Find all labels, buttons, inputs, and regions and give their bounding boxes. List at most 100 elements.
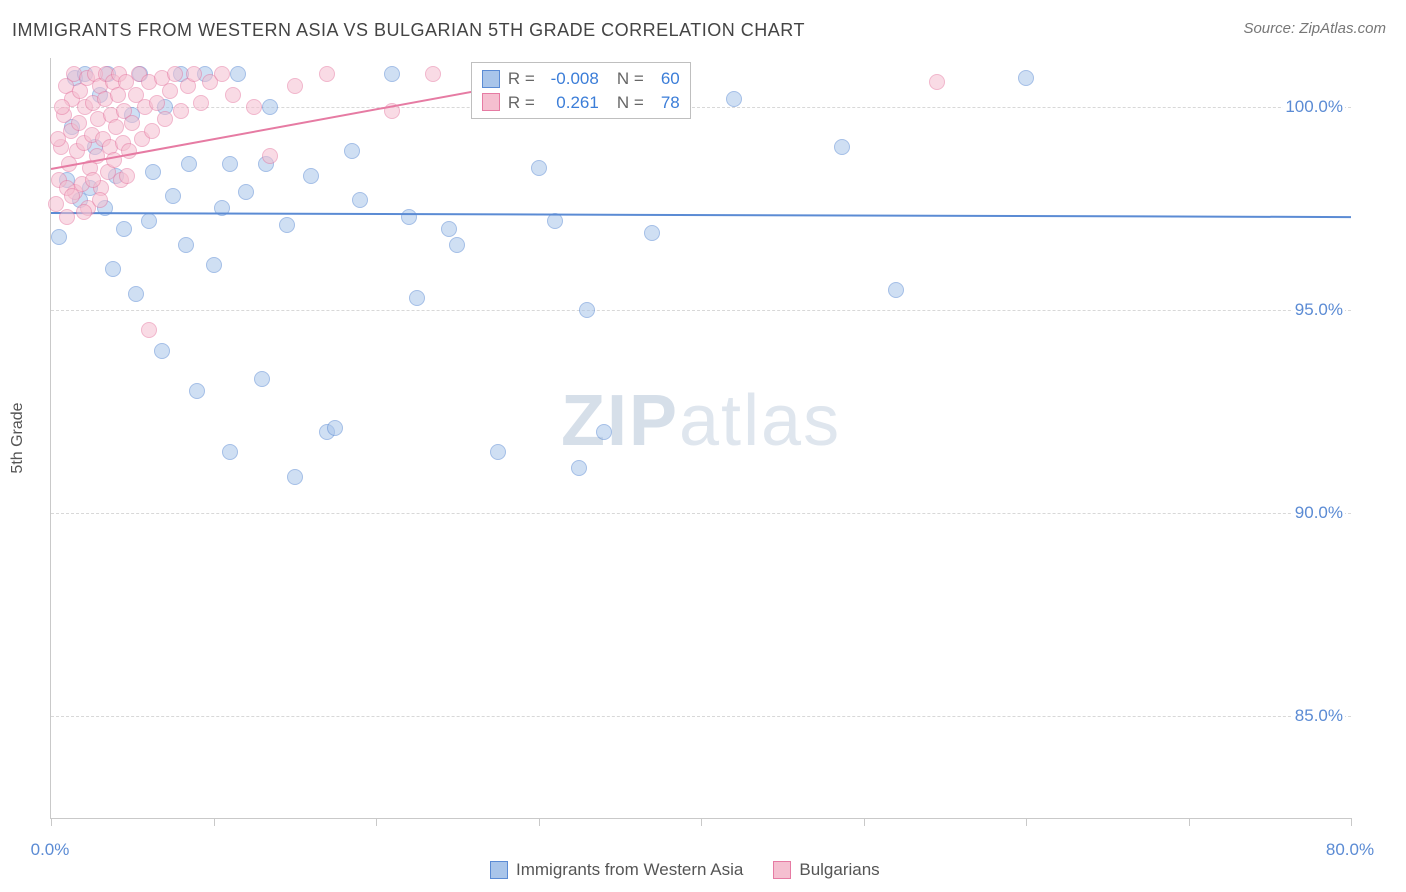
data-point (141, 322, 157, 338)
data-point (409, 290, 425, 306)
data-point (214, 66, 230, 82)
watermark-zip: ZIP (561, 381, 679, 461)
data-point (579, 302, 595, 318)
legend-N-value: 78 (652, 91, 680, 115)
data-point (189, 383, 205, 399)
data-point (834, 139, 850, 155)
trend-line (51, 212, 1351, 218)
data-point (401, 209, 417, 225)
data-point (193, 95, 209, 111)
data-point (929, 74, 945, 90)
legend-N-label: N = (617, 91, 644, 115)
data-point (238, 184, 254, 200)
legend-N-label: N = (617, 67, 644, 91)
y-tick-label: 95.0% (1293, 300, 1345, 320)
data-point (173, 103, 189, 119)
data-point (162, 83, 178, 99)
data-point (303, 168, 319, 184)
data-point (490, 444, 506, 460)
data-point (425, 66, 441, 82)
data-point (384, 66, 400, 82)
data-point (531, 160, 547, 176)
data-point (141, 213, 157, 229)
gridline (51, 310, 1351, 311)
data-point (596, 424, 612, 440)
legend-row: R = -0.008 N = 60 (482, 67, 680, 91)
data-point (571, 460, 587, 476)
data-point (225, 87, 241, 103)
source-label: Source: ZipAtlas.com (1243, 20, 1386, 37)
legend-N-value: 60 (652, 67, 680, 91)
data-point (124, 115, 140, 131)
data-point (167, 66, 183, 82)
watermark: ZIPatlas (561, 380, 841, 462)
data-point (441, 221, 457, 237)
x-tick (539, 818, 540, 826)
data-point (262, 99, 278, 115)
data-point (85, 172, 101, 188)
data-point (344, 143, 360, 159)
data-point (154, 343, 170, 359)
y-axis-label: 5th Grade (9, 402, 27, 473)
data-point (128, 286, 144, 302)
data-point (105, 261, 121, 277)
data-point (888, 282, 904, 298)
data-point (246, 99, 262, 115)
data-point (76, 204, 92, 220)
data-point (254, 371, 270, 387)
legend-R-value: -0.008 (543, 67, 599, 91)
x-tick (214, 818, 215, 826)
data-point (181, 156, 197, 172)
data-point (108, 119, 124, 135)
data-point (449, 237, 465, 253)
data-point (116, 221, 132, 237)
data-point (1018, 70, 1034, 86)
data-point (119, 168, 135, 184)
x-tick (1351, 818, 1352, 826)
data-point (59, 209, 75, 225)
x-tick (376, 818, 377, 826)
x-tick (701, 818, 702, 826)
x-tick (1189, 818, 1190, 826)
data-point (50, 131, 66, 147)
scatter-plot: ZIPatlas 85.0%90.0%95.0%100.0%R =-0.008 … (50, 58, 1351, 819)
x-tick (51, 818, 52, 826)
y-tick-label: 85.0% (1293, 706, 1345, 726)
x-tick (1026, 818, 1027, 826)
legend-stats: R = -0.008 N = 60 R = 0.261 N = 78 (471, 62, 691, 120)
data-point (279, 217, 295, 233)
data-point (54, 99, 70, 115)
gridline (51, 513, 1351, 514)
data-point (206, 257, 222, 273)
watermark-rest: atlas (679, 381, 841, 461)
data-point (145, 164, 161, 180)
data-point (287, 78, 303, 94)
legend-R-label: R = (508, 67, 535, 91)
data-point (51, 229, 67, 245)
gridline (51, 716, 1351, 717)
data-point (262, 148, 278, 164)
legend-row: R = 0.261 N = 78 (482, 91, 680, 115)
data-point (64, 188, 80, 204)
data-point (222, 156, 238, 172)
data-point (149, 95, 165, 111)
legend-R-value: 0.261 (543, 91, 599, 115)
chart-title: IMMIGRANTS FROM WESTERN ASIA VS BULGARIA… (12, 20, 805, 41)
data-point (106, 152, 122, 168)
data-point (287, 469, 303, 485)
data-point (319, 66, 335, 82)
data-point (92, 192, 108, 208)
data-point (186, 66, 202, 82)
data-point (144, 123, 160, 139)
x-tick (864, 818, 865, 826)
data-point (644, 225, 660, 241)
data-point (230, 66, 246, 82)
data-point (327, 420, 343, 436)
legend-R-label: R = (508, 91, 535, 115)
data-point (157, 111, 173, 127)
data-point (222, 444, 238, 460)
data-point (352, 192, 368, 208)
data-point (178, 237, 194, 253)
data-point (71, 115, 87, 131)
data-point (165, 188, 181, 204)
